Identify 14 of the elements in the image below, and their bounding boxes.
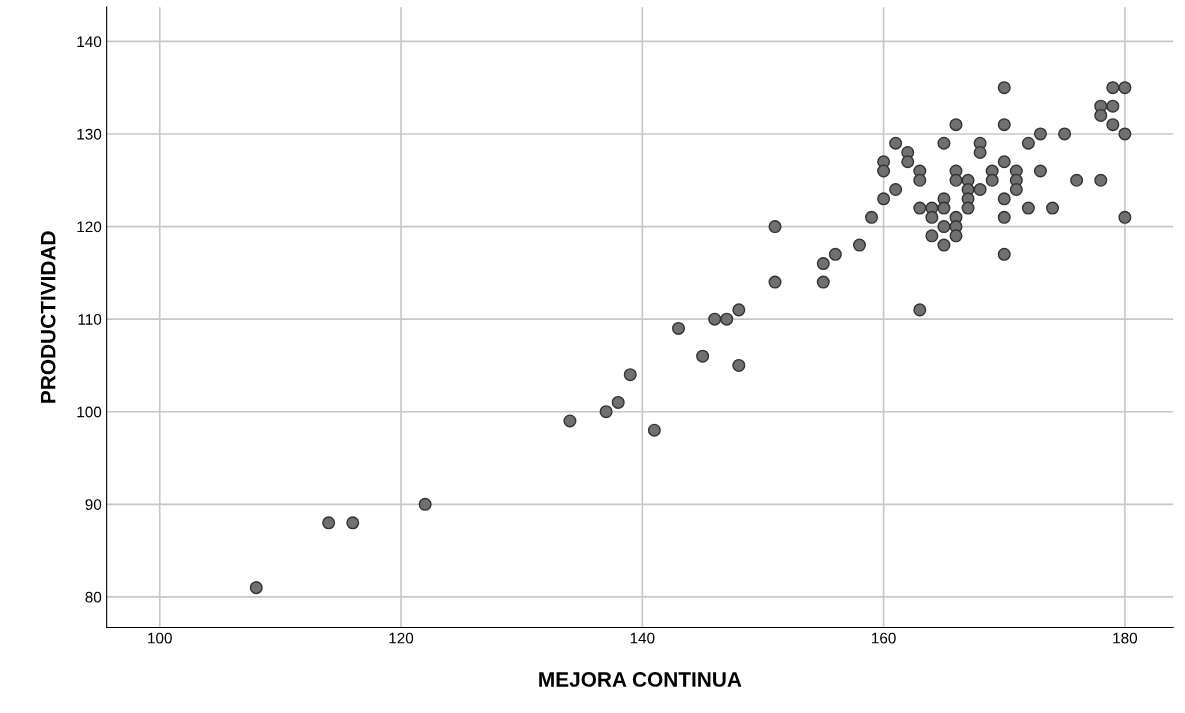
- y-tick-label: 80: [85, 591, 102, 603]
- x-tick-label: 100: [148, 632, 172, 644]
- y-tick-label: 110: [78, 314, 102, 325]
- y-tick-label: 120: [77, 221, 102, 233]
- y-tick-label: 130: [77, 128, 102, 140]
- y-axis-title: PRODUCTIVIDAD: [40, 231, 56, 403]
- y-tick-label: 100: [77, 406, 102, 418]
- x-tick-label: 140: [630, 632, 655, 644]
- y-tick-label: 140: [77, 36, 102, 48]
- y-tick-label: 90: [85, 499, 102, 510]
- x-tick-label: 160: [872, 632, 896, 644]
- x-tick-label: 180: [1113, 632, 1138, 644]
- x-tick-label: 120: [389, 632, 414, 644]
- x-axis-title: MEJORA CONTINUA: [539, 672, 742, 687]
